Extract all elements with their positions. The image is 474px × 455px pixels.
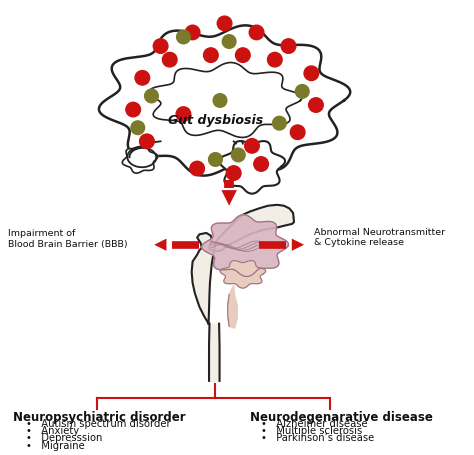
Text: Impairment of
Blood Brain Barrier (BBB): Impairment of Blood Brain Barrier (BBB) [8,229,127,248]
Circle shape [190,161,204,176]
Text: •   Alzheimer disease: • Alzheimer disease [261,419,368,429]
Circle shape [209,153,222,166]
Circle shape [281,39,296,53]
Polygon shape [99,25,350,176]
Circle shape [245,139,259,153]
Circle shape [153,39,168,53]
Circle shape [213,94,227,107]
Text: •   Parkinson’s disease: • Parkinson’s disease [261,434,374,444]
Circle shape [139,134,154,149]
Circle shape [231,148,245,162]
Circle shape [291,125,305,140]
Circle shape [236,48,250,62]
Circle shape [135,71,150,85]
Polygon shape [122,146,158,173]
Text: •   Anxiety: • Anxiety [26,426,79,436]
Polygon shape [202,215,289,277]
Polygon shape [234,142,243,144]
Circle shape [145,89,158,103]
Circle shape [309,98,323,112]
Polygon shape [220,261,265,288]
Circle shape [249,25,264,40]
Polygon shape [219,141,285,194]
Circle shape [163,52,177,67]
Circle shape [126,102,140,117]
Text: Neuropsychiatric disorder: Neuropsychiatric disorder [13,411,186,424]
Text: Abnormal Neurotransmitter
& Cytokine release: Abnormal Neurotransmitter & Cytokine rel… [314,228,445,247]
Circle shape [177,30,190,44]
Polygon shape [210,324,219,381]
Circle shape [185,25,200,40]
Circle shape [222,35,236,48]
Text: •   Depresssion: • Depresssion [26,434,102,444]
Circle shape [217,16,232,30]
Polygon shape [228,286,237,328]
Text: Neurodegenarative disease: Neurodegenarative disease [250,411,433,424]
Circle shape [295,85,309,98]
Circle shape [131,121,145,135]
Text: •   Autism spectrum disorder: • Autism spectrum disorder [26,419,171,429]
Polygon shape [191,205,294,324]
Circle shape [267,52,282,67]
Text: Gut dysbiosis: Gut dysbiosis [168,114,263,127]
Text: •   Migraine: • Migraine [26,441,84,451]
Polygon shape [149,62,302,137]
Text: •   Multiple sclerosis: • Multiple sclerosis [261,426,362,436]
Circle shape [227,166,241,180]
Circle shape [254,157,268,171]
Circle shape [176,107,191,121]
Circle shape [273,116,286,130]
Circle shape [304,66,319,81]
Circle shape [203,48,218,62]
